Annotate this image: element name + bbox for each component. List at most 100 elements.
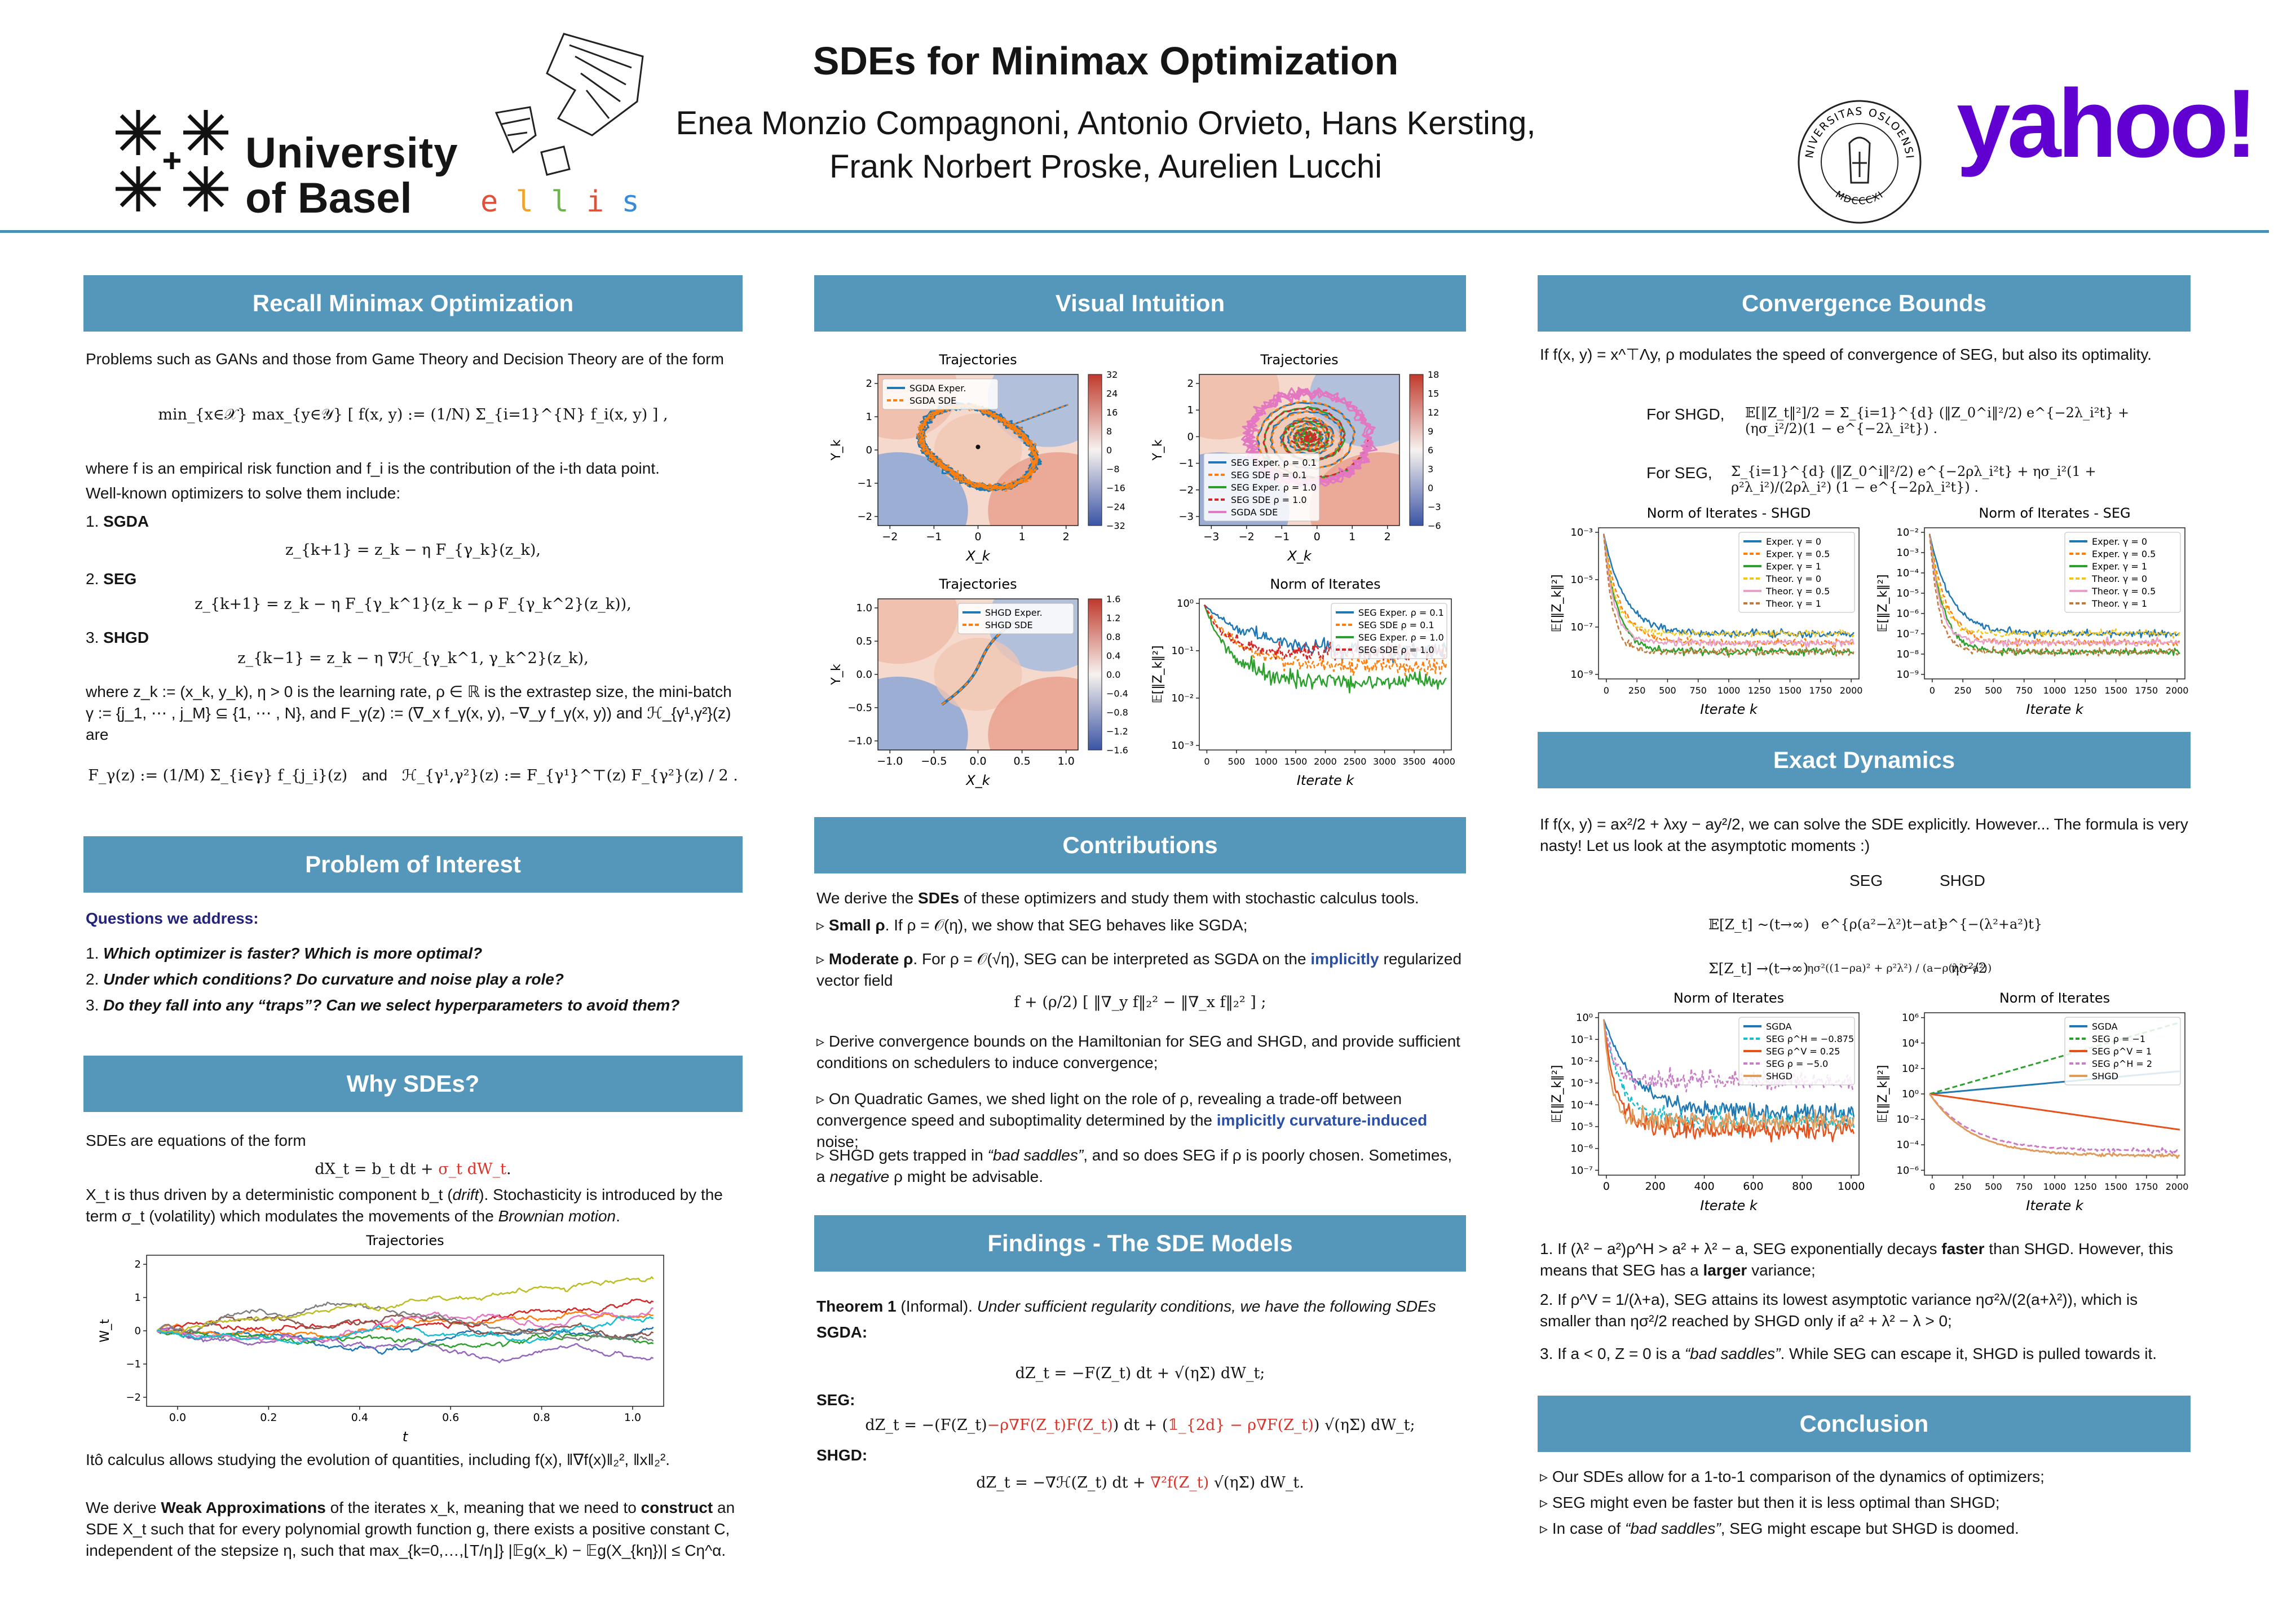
curve xyxy=(1602,1019,1855,1135)
legend-label: SHGD xyxy=(2092,1071,2118,1082)
colorbar-label: −1.6 xyxy=(1106,745,1128,756)
x-tick-label: 200 xyxy=(1645,1180,1666,1193)
text: of these optimizers and study them with … xyxy=(959,889,1419,907)
legend-label: SGDA SDE xyxy=(1231,507,1278,518)
x-tick-label: −1 xyxy=(1274,531,1290,543)
colorbar-label: −0.4 xyxy=(1106,689,1128,699)
authors: Frank Norbert Proske, Aurelien Lucchi xyxy=(829,148,1382,185)
text: Do they fall into any “traps”? Can we se… xyxy=(103,996,680,1014)
basel-text: of Basel xyxy=(245,174,412,222)
x-tick-label: 1750 xyxy=(2135,1181,2158,1192)
legend-label: SHGD xyxy=(1766,1071,1792,1082)
text: variance; xyxy=(1747,1261,1816,1279)
x-tick-label: 0 xyxy=(1929,685,1935,696)
x-tick-label: 500 xyxy=(1228,756,1246,767)
text: , SEG might escape but SHGD is doomed. xyxy=(1720,1520,2019,1537)
y-tick-label: −2 xyxy=(857,511,872,523)
text: . xyxy=(616,1207,620,1225)
block xyxy=(546,33,644,136)
block: 3. SHGD xyxy=(86,627,149,648)
legend-label: SEG Exper. ρ = 1.0 xyxy=(1231,482,1317,493)
x-tick-label: 500 xyxy=(1985,1181,2002,1192)
y-tick-label: 0 xyxy=(1187,431,1194,443)
text: We derive xyxy=(86,1499,161,1516)
y-tick-label: 10⁻⁶ xyxy=(1896,1164,1919,1176)
x-tick-label: 0 xyxy=(1929,1181,1935,1192)
x-tick-label: 0 xyxy=(974,531,981,543)
text: SHGD xyxy=(103,629,149,646)
curve xyxy=(1262,407,1370,479)
basel-text: University xyxy=(245,129,458,177)
figure: Trajectories−3 −2 −1 0 1 2−3−2−1012X_kY_k−6−3… xyxy=(1151,352,1441,564)
text: drift xyxy=(452,1186,479,1203)
figure: Norm of Iterates - SHGD 0 250 500 750 1000 125… xyxy=(1550,505,1862,717)
legend-label: SEG Exper. ρ = 0.1 xyxy=(1231,457,1317,468)
text: σ_t dW_t xyxy=(438,1160,506,1178)
y-tick-label: 10⁻⁸ xyxy=(1896,648,1919,660)
block: SEG might even be faster but then it is … xyxy=(1540,1492,2191,1513)
x-tick-label: 1250 xyxy=(1748,685,1771,696)
axes-frame xyxy=(1199,374,1400,526)
yahoo-logo: yahoo! xyxy=(1957,69,2258,178)
y-tick-label: 10⁻² xyxy=(1896,527,1919,539)
text: Σ[Z_t] →(t→∞) xyxy=(1708,960,1809,977)
figure-title: Norm of Iterates xyxy=(1270,576,1380,592)
x-tick-label: 1000 xyxy=(2043,685,2067,696)
plot-area xyxy=(878,599,1078,750)
block xyxy=(569,44,632,119)
figure: Trajectories −1.0 −0.5 0.0 0.5 1.0 −1.0 −0.5 0.0… xyxy=(829,576,1128,788)
colorbar-label: 0 xyxy=(1106,445,1112,456)
colorbar-label: 15 xyxy=(1428,389,1439,399)
ellis-map xyxy=(494,33,644,176)
block: 1. Which optimizer is faster? Which is m… xyxy=(86,943,482,964)
curve xyxy=(1203,604,1447,694)
x-tick-label: 3500 xyxy=(1403,756,1426,767)
text: 2. xyxy=(86,570,99,588)
x-tick-label: 2000 xyxy=(2166,1181,2189,1192)
legend-box xyxy=(1331,603,1447,659)
y-tick-label: −3 xyxy=(1178,511,1194,523)
y-tick-label: 10⁻¹ xyxy=(1171,645,1194,657)
curve xyxy=(156,1316,654,1344)
block xyxy=(494,33,644,176)
section-heading: Recall Minimax Optimization xyxy=(83,275,743,332)
colorbar-label: −1.2 xyxy=(1106,726,1128,737)
text: z_{k−1} = z_k − η ∇ℋ_{γ_k^1, γ_k^2}(z_k)… xyxy=(237,650,589,667)
text: e^{ρ(a²−λ²)t−at} xyxy=(1821,916,1946,932)
y-tick-label: 2 xyxy=(866,378,872,390)
axes-frame xyxy=(1598,1012,1860,1176)
text: Our SDEs allow for a 1-to-1 comparison o… xyxy=(1552,1468,2045,1485)
colorbar-label: 1.2 xyxy=(1106,613,1120,624)
block: dX_t = b_t dt + σ_t dW_t. xyxy=(83,1160,743,1178)
y-tick-label: 10² xyxy=(1902,1063,1919,1075)
y-tick-label: 10⁻⁴ xyxy=(1896,567,1919,579)
text: Which optimizer is faster? Which is more… xyxy=(103,945,483,962)
x-tick-label: 1 xyxy=(1019,531,1026,543)
x-tick-label: 1.0 xyxy=(624,1411,641,1424)
figure: Trajectories 0.0 0.2 0.4 0.6 0.8 1.0 −2 −1 0 1 2 t W_… xyxy=(98,1233,664,1445)
legend-box xyxy=(2064,532,2181,613)
x-tick-label: 0.2 xyxy=(260,1411,277,1424)
y-tick-label: 1.0 xyxy=(856,602,872,614)
text: SDEs xyxy=(918,889,960,907)
heatmap-blob xyxy=(878,599,958,664)
text: larger xyxy=(1703,1261,1747,1279)
x-tick-label: 1000 xyxy=(1255,756,1278,767)
x-axis-label: Iterate k xyxy=(1700,1198,1758,1213)
text: implicitly curvature-induced xyxy=(1216,1111,1428,1129)
y-tick-label: 10⁻⁴ xyxy=(1896,1139,1919,1151)
text: construct xyxy=(641,1499,713,1516)
y-tick-label: 10⁴ xyxy=(1902,1038,1919,1049)
colorbar-label: 32 xyxy=(1106,369,1118,380)
seal-text: MDCCCXI xyxy=(1833,189,1884,208)
x-tick-label: 1000 xyxy=(2043,1181,2067,1192)
text: 3. xyxy=(86,629,99,646)
x-tick-label: 1.0 xyxy=(1058,755,1075,767)
legend-label: Exper. γ = 1 xyxy=(2092,561,2147,572)
text: regularized vector field xyxy=(816,950,1462,989)
text: Moderate ρ xyxy=(828,950,913,968)
legend-label: SEG ρ^H = 2 xyxy=(2092,1058,2152,1069)
text: SEG: xyxy=(816,1391,855,1409)
y-tick-label: 10⁰ xyxy=(1902,1088,1919,1100)
